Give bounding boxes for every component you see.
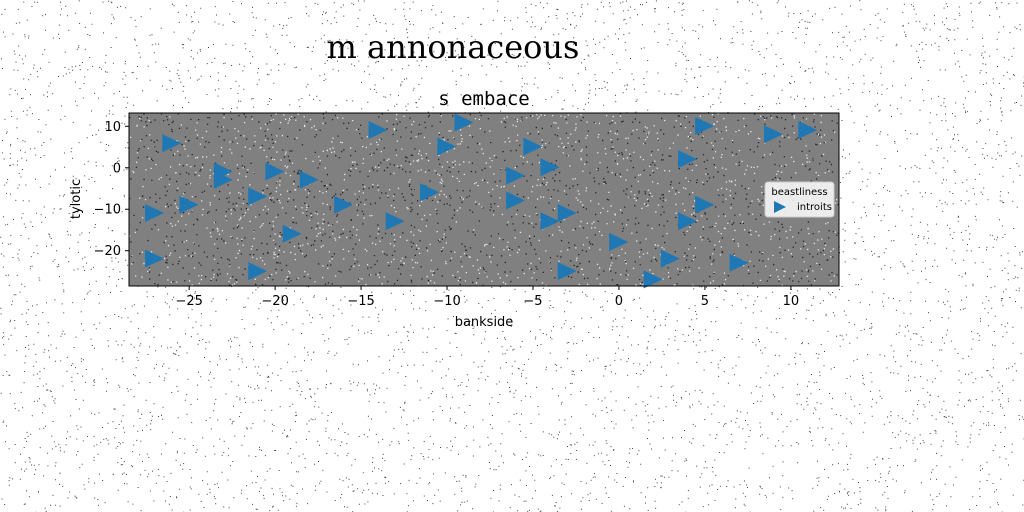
data-point-2	[213, 170, 233, 189]
legend: beastliness introits	[764, 181, 835, 218]
data-point-26	[729, 253, 749, 272]
data-point-3	[248, 187, 268, 206]
y-axis-label: tylotic	[69, 179, 84, 219]
x-tick-label: −15	[347, 294, 374, 309]
data-point-14	[523, 137, 543, 156]
x-tick-label: −20	[261, 294, 288, 309]
data-point-4	[265, 162, 285, 181]
data-point-5	[299, 170, 319, 189]
x-tick-label: 10	[783, 294, 800, 309]
data-point-29	[248, 262, 268, 281]
data-point-23	[678, 212, 697, 231]
data-point-16	[540, 212, 560, 231]
data-point-13	[506, 191, 526, 210]
data-point-21	[660, 249, 680, 268]
figure-suptitle: m annonaceous	[327, 28, 580, 66]
data-point-0	[162, 134, 182, 153]
data-point-11	[437, 137, 457, 156]
data-point-27	[764, 125, 783, 144]
legend-title: beastliness	[771, 187, 827, 198]
data-point-8	[385, 212, 405, 231]
scatter-axes: −25 −20 −15 −10 −5 0 5 10 −20 −10 0 10	[94, 112, 840, 309]
data-point-25	[695, 195, 715, 214]
x-tick-label: 5	[701, 294, 709, 309]
y-tick-label: −10	[94, 203, 121, 218]
x-tick-label: −25	[175, 294, 202, 309]
data-point-12	[506, 166, 526, 185]
data-point-7	[368, 121, 388, 139]
data-point-9	[420, 183, 440, 202]
legend-marker-introits	[774, 201, 786, 213]
x-axis-label: bankside	[455, 315, 514, 330]
y-axis-ticks: −20 −10 0 10	[94, 120, 129, 259]
y-tick-label: −20	[94, 244, 121, 259]
data-point-20	[643, 270, 663, 289]
data-point-32	[145, 204, 165, 222]
data-point-30	[282, 224, 302, 243]
x-tick-label: −5	[523, 294, 542, 309]
x-tick-label: 0	[615, 294, 623, 309]
plot-area	[129, 113, 839, 286]
data-point-6	[334, 195, 354, 214]
plot-frame	[128, 112, 840, 287]
x-tick-label: −10	[433, 294, 460, 309]
plot-speckle	[129, 113, 840, 288]
data-point-33	[145, 249, 165, 268]
x-axis-ticks: −25 −20 −15 −10 −5 0 5 10	[175, 286, 799, 309]
data-point-22	[678, 150, 697, 169]
data-point-28	[798, 121, 818, 139]
y-tick-label: 0	[113, 161, 121, 176]
data-point-10	[454, 113, 474, 132]
data-point-17	[557, 204, 577, 222]
data-point-24	[695, 116, 715, 135]
data-point-18	[557, 262, 577, 281]
data-point-19	[609, 233, 629, 251]
legend-label-introits: introits	[797, 202, 832, 213]
data-point-31	[179, 195, 199, 214]
axes-title: s embace	[438, 88, 530, 110]
y-tick-label: 10	[104, 120, 121, 135]
series-introits	[145, 113, 818, 289]
data-point-15	[540, 158, 560, 177]
